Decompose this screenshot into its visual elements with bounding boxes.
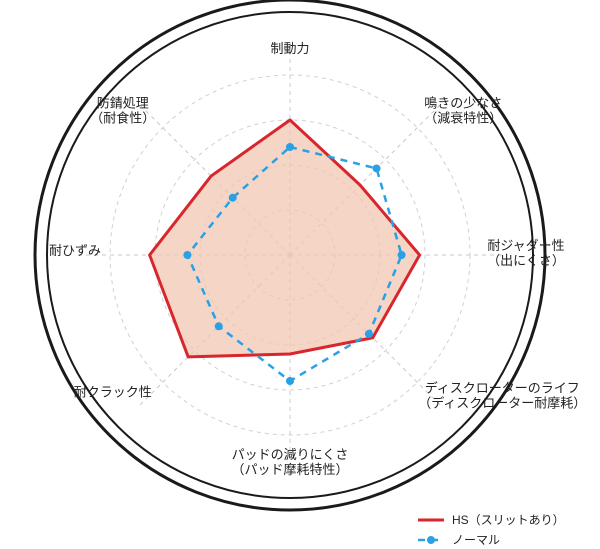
axis-label: ディスクローターのライフ（ディスクローター耐摩耗） bbox=[418, 380, 586, 410]
axis-label: 鳴きの少なさ（減衰特性） bbox=[424, 96, 502, 126]
legend-label-HS: HS（スリットあり） bbox=[452, 513, 565, 527]
axis-label: 防錆処理（耐食性） bbox=[90, 96, 155, 126]
series-marker-Normal bbox=[286, 143, 294, 151]
axis-label: 耐クラック性 bbox=[74, 384, 152, 399]
legend-label-Normal: ノーマル bbox=[452, 533, 500, 547]
axis-label: 制動力 bbox=[270, 41, 309, 56]
radar-chart: 制動力鳴きの少なさ（減衰特性） 耐ジャダー性（出にくさ） ディスクローターのライフ（… bbox=[0, 0, 600, 549]
series-marker-Normal bbox=[229, 194, 237, 202]
legend-marker-Normal bbox=[427, 536, 435, 544]
series-marker-Normal bbox=[373, 164, 381, 172]
axis-label: パッドの減りにくさ（パッド摩耗特性） bbox=[231, 447, 348, 477]
series-marker-Normal bbox=[286, 377, 294, 385]
axis-label: 耐ひずみ bbox=[49, 243, 101, 258]
axis-label: 耐ジャダー性（出にくさ） bbox=[487, 238, 565, 268]
series-marker-Normal bbox=[398, 251, 406, 259]
series-marker-Normal bbox=[215, 322, 223, 330]
series-fill-HS bbox=[150, 120, 420, 357]
series-marker-Normal bbox=[183, 251, 191, 259]
series-marker-Normal bbox=[365, 330, 373, 338]
